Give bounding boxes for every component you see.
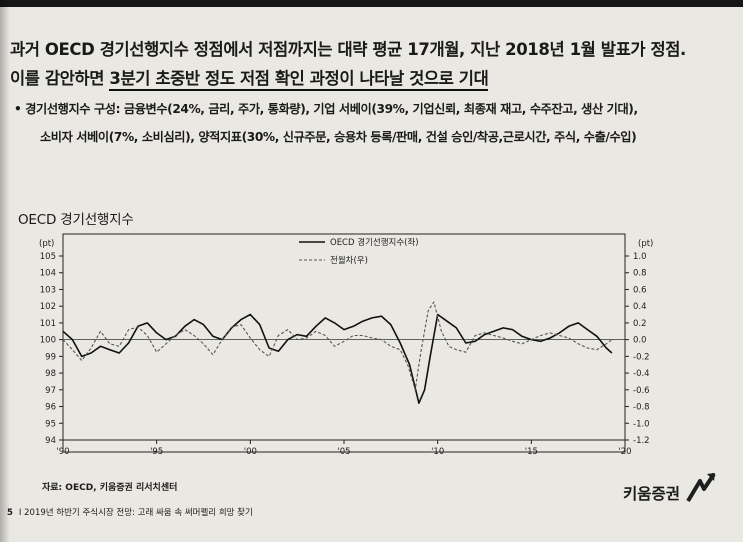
left-tick-label: 95 — [45, 419, 56, 429]
right-tick-label: -0.8 — [633, 403, 650, 413]
legend-label-2: 전월차(우) — [330, 255, 368, 266]
left-tick-label: 98 — [45, 369, 56, 379]
right-tick-label: 0.8 — [633, 269, 647, 279]
chart-title: OECD 경기선행지수 — [18, 212, 134, 228]
headline-line2-underlined: 3분기 초중반 정도 저점 확인 과정이 나타날 것으로 기대 — [109, 69, 489, 91]
headline-line2: 이를 감안하면 3분기 초중반 정도 저점 확인 과정이 나타날 것으로 기대 — [10, 65, 489, 91]
headline-line1: 과거 OECD 경기선행지수 정점에서 저점까지는 대략 평균 17개월, 지난… — [10, 40, 686, 59]
bullet-line1-text: 경기선행지수 구성: 금융변수(24%, 금리, 주가, 통화량), 기업 서베… — [25, 102, 638, 116]
right-tick-label: 0.2 — [633, 319, 647, 329]
series-layer — [62, 301, 613, 404]
x-tick-label: '10 — [431, 447, 444, 457]
x-tick-label: '20 — [618, 447, 631, 457]
bullet-line2: 소비자 서베이(7%, 소비심리), 양적지표(30%, 신규주문, 승용차 등… — [40, 130, 637, 144]
x-tick-label: '95 — [150, 447, 163, 457]
right-tick-label: 0.0 — [633, 336, 647, 346]
right-tick-label: -1.0 — [633, 419, 650, 429]
brand-arrow-icon — [686, 472, 716, 503]
x-tick-label: '00 — [244, 447, 257, 457]
chart-legend: OECD 경기선행지수(좌) 전월차(우) — [299, 237, 419, 266]
right-tick-label: 1.0 — [633, 252, 647, 262]
left-tick-label: 104 — [40, 269, 56, 279]
chart-source: 자료: OECD, 키움증권 리서치센터 — [42, 483, 178, 493]
right-tick-label: -0.6 — [633, 386, 650, 396]
right-tick-label: -0.4 — [633, 369, 650, 379]
footer: 5 I 2019년 하반기 주식시장 전망: 고래 싸움 속 써머펠리 희망 찾기 — [7, 506, 253, 518]
x-axis: '90 '95 '00 '05 '10 '15 '20 — [56, 439, 632, 457]
left-tick-label: 94 — [45, 436, 56, 446]
left-tick-label: 102 — [40, 302, 56, 312]
x-tick-label: '15 — [525, 447, 538, 457]
top-border — [0, 0, 743, 7]
left-tick-label: 103 — [40, 285, 56, 295]
left-tick-label: 100 — [40, 336, 56, 346]
right-tick-label: -1.2 — [633, 436, 650, 446]
brand-name: 키움증권 — [623, 485, 681, 503]
page-shadow — [0, 0, 10, 542]
right-tick-label: 0.6 — [633, 285, 647, 295]
bullet-icon: • — [14, 102, 22, 116]
right-tick-label: -0.2 — [633, 352, 650, 362]
series-line-2 — [62, 301, 613, 391]
footer-text: I 2019년 하반기 주식시장 전망: 고래 싸움 속 써머펠리 희망 찾기 — [18, 508, 253, 518]
bullet-line1: • 경기선행지수 구성: 금융변수(24%, 금리, 주가, 통화량), 기업 … — [14, 99, 638, 117]
right-axis-unit: (pt) — [638, 239, 653, 249]
plot-frame — [62, 233, 626, 453]
headline-line2-prefix: 이를 감안하면 — [10, 69, 110, 88]
left-tick-label: 96 — [45, 403, 56, 413]
series-line-1 — [62, 313, 613, 404]
left-tick-label: 97 — [45, 386, 56, 396]
right-tick-label: 0.4 — [633, 302, 647, 312]
left-tick-label: 101 — [40, 319, 56, 329]
left-tick-label: 105 — [40, 252, 56, 262]
oecd-cli-chart: (pt) 105 104 103 102 101 100 99 98 97 96 95 94 (pt) 1… — [39, 233, 653, 457]
x-tick-label: '90 — [56, 447, 69, 457]
page-number: 5 — [7, 508, 13, 518]
legend-label-1: OECD 경기선행지수(좌) — [330, 237, 419, 248]
left-axis: (pt) 105 104 103 102 101 100 99 98 97 96 95 94 — [39, 239, 64, 446]
left-axis-unit: (pt) — [39, 239, 54, 249]
left-tick-label: 99 — [45, 352, 56, 362]
x-tick-label: '05 — [337, 447, 350, 457]
right-axis: (pt) 1.0 0.8 0.6 0.4 0.2 0.0 -0.2 -0.4 -0.6 -0.8 -1… — [624, 239, 653, 446]
